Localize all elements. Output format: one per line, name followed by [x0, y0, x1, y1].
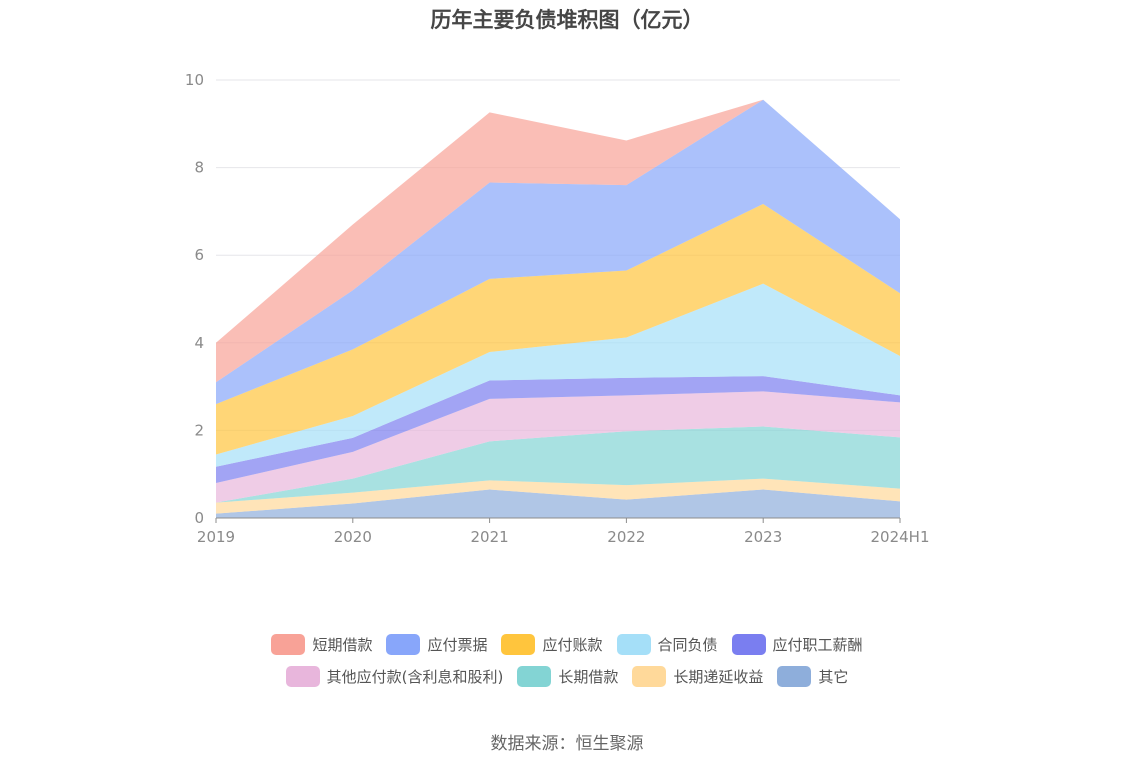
legend-item[interactable]: 长期借款	[517, 665, 618, 687]
legend-swatch	[517, 665, 552, 687]
legend-label: 应付票据	[427, 635, 488, 654]
area-series-2[interactable]	[216, 426, 900, 503]
legend-swatch	[386, 633, 421, 655]
legend-label: 应付账款	[542, 635, 603, 654]
x-tick-label: 2019	[197, 528, 235, 546]
legend-row-1: 短期借款 应付票据 应付账款 合同负债 应付职工薪酬	[0, 633, 1134, 655]
legend-item[interactable]: 其它	[777, 665, 848, 687]
axes: 0 2 4 6 8 10 2019 2020 2021 2022 2023 2024H1	[185, 71, 930, 546]
legend-item[interactable]: 其他应付款(含利息和股利)	[285, 665, 504, 687]
legend-swatch	[616, 633, 651, 655]
legend-item[interactable]: 长期递延收益	[632, 665, 763, 687]
legend-label: 长期递延收益	[673, 667, 764, 686]
area-series-3[interactable]	[216, 391, 900, 503]
legend-item[interactable]: 短期借款	[271, 633, 372, 655]
data-source-note: 数据来源：恒生聚源	[490, 734, 644, 754]
y-tick-label: 8	[194, 159, 204, 177]
legend-item[interactable]: 应付职工薪酬	[731, 633, 863, 655]
area-series-5[interactable]	[216, 283, 900, 467]
legend-swatch	[501, 633, 536, 655]
x-tick-label: 2021	[471, 528, 509, 546]
area-series-1[interactable]	[216, 478, 900, 514]
legend-label: 长期借款	[558, 667, 619, 686]
legend-swatch	[632, 665, 667, 687]
chart-title: 历年主要负债堆积图（亿元）	[430, 8, 704, 32]
legend-swatch	[731, 633, 766, 655]
y-tick-label: 4	[194, 334, 204, 352]
area-series-layer	[216, 99, 900, 518]
legend-label: 其他应付款(含利息和股利)	[326, 667, 504, 686]
legend-swatch	[777, 665, 812, 687]
legend-label: 合同负债	[657, 635, 718, 654]
area-series-8[interactable]	[216, 99, 900, 383]
legend-swatch	[285, 665, 320, 687]
legend-label: 短期借款	[312, 635, 373, 654]
y-tick-label: 10	[185, 71, 204, 89]
legend-item[interactable]: 应付票据	[386, 633, 487, 655]
area-series-4[interactable]	[216, 376, 900, 483]
y-tick-label: 2	[194, 421, 204, 439]
stacked-area-chart: 0 2 4 6 8 10 2019 2020 2021 2022 2023 2024H1	[185, 71, 930, 546]
area-series-7[interactable]	[216, 99, 900, 405]
y-tick-label: 0	[194, 509, 204, 527]
legend-swatch	[271, 633, 306, 655]
legend-item[interactable]: 合同负债	[616, 633, 718, 655]
x-tick-label: 2024H1	[871, 528, 930, 546]
area-series-6[interactable]	[216, 203, 900, 455]
x-tick-label: 2020	[334, 528, 372, 546]
legend-row-2: 其他应付款(含利息和股利) 长期借款 长期递延收益 其它	[0, 665, 1134, 687]
legend-label: 其它	[818, 667, 849, 686]
x-tick-label: 2022	[607, 528, 645, 546]
y-tick-label: 6	[194, 246, 204, 264]
legend-label: 应付职工薪酬	[772, 635, 863, 654]
area-series-0[interactable]	[216, 489, 900, 518]
legend-item[interactable]: 应付账款	[501, 633, 603, 655]
x-tick-label: 2023	[744, 528, 782, 546]
